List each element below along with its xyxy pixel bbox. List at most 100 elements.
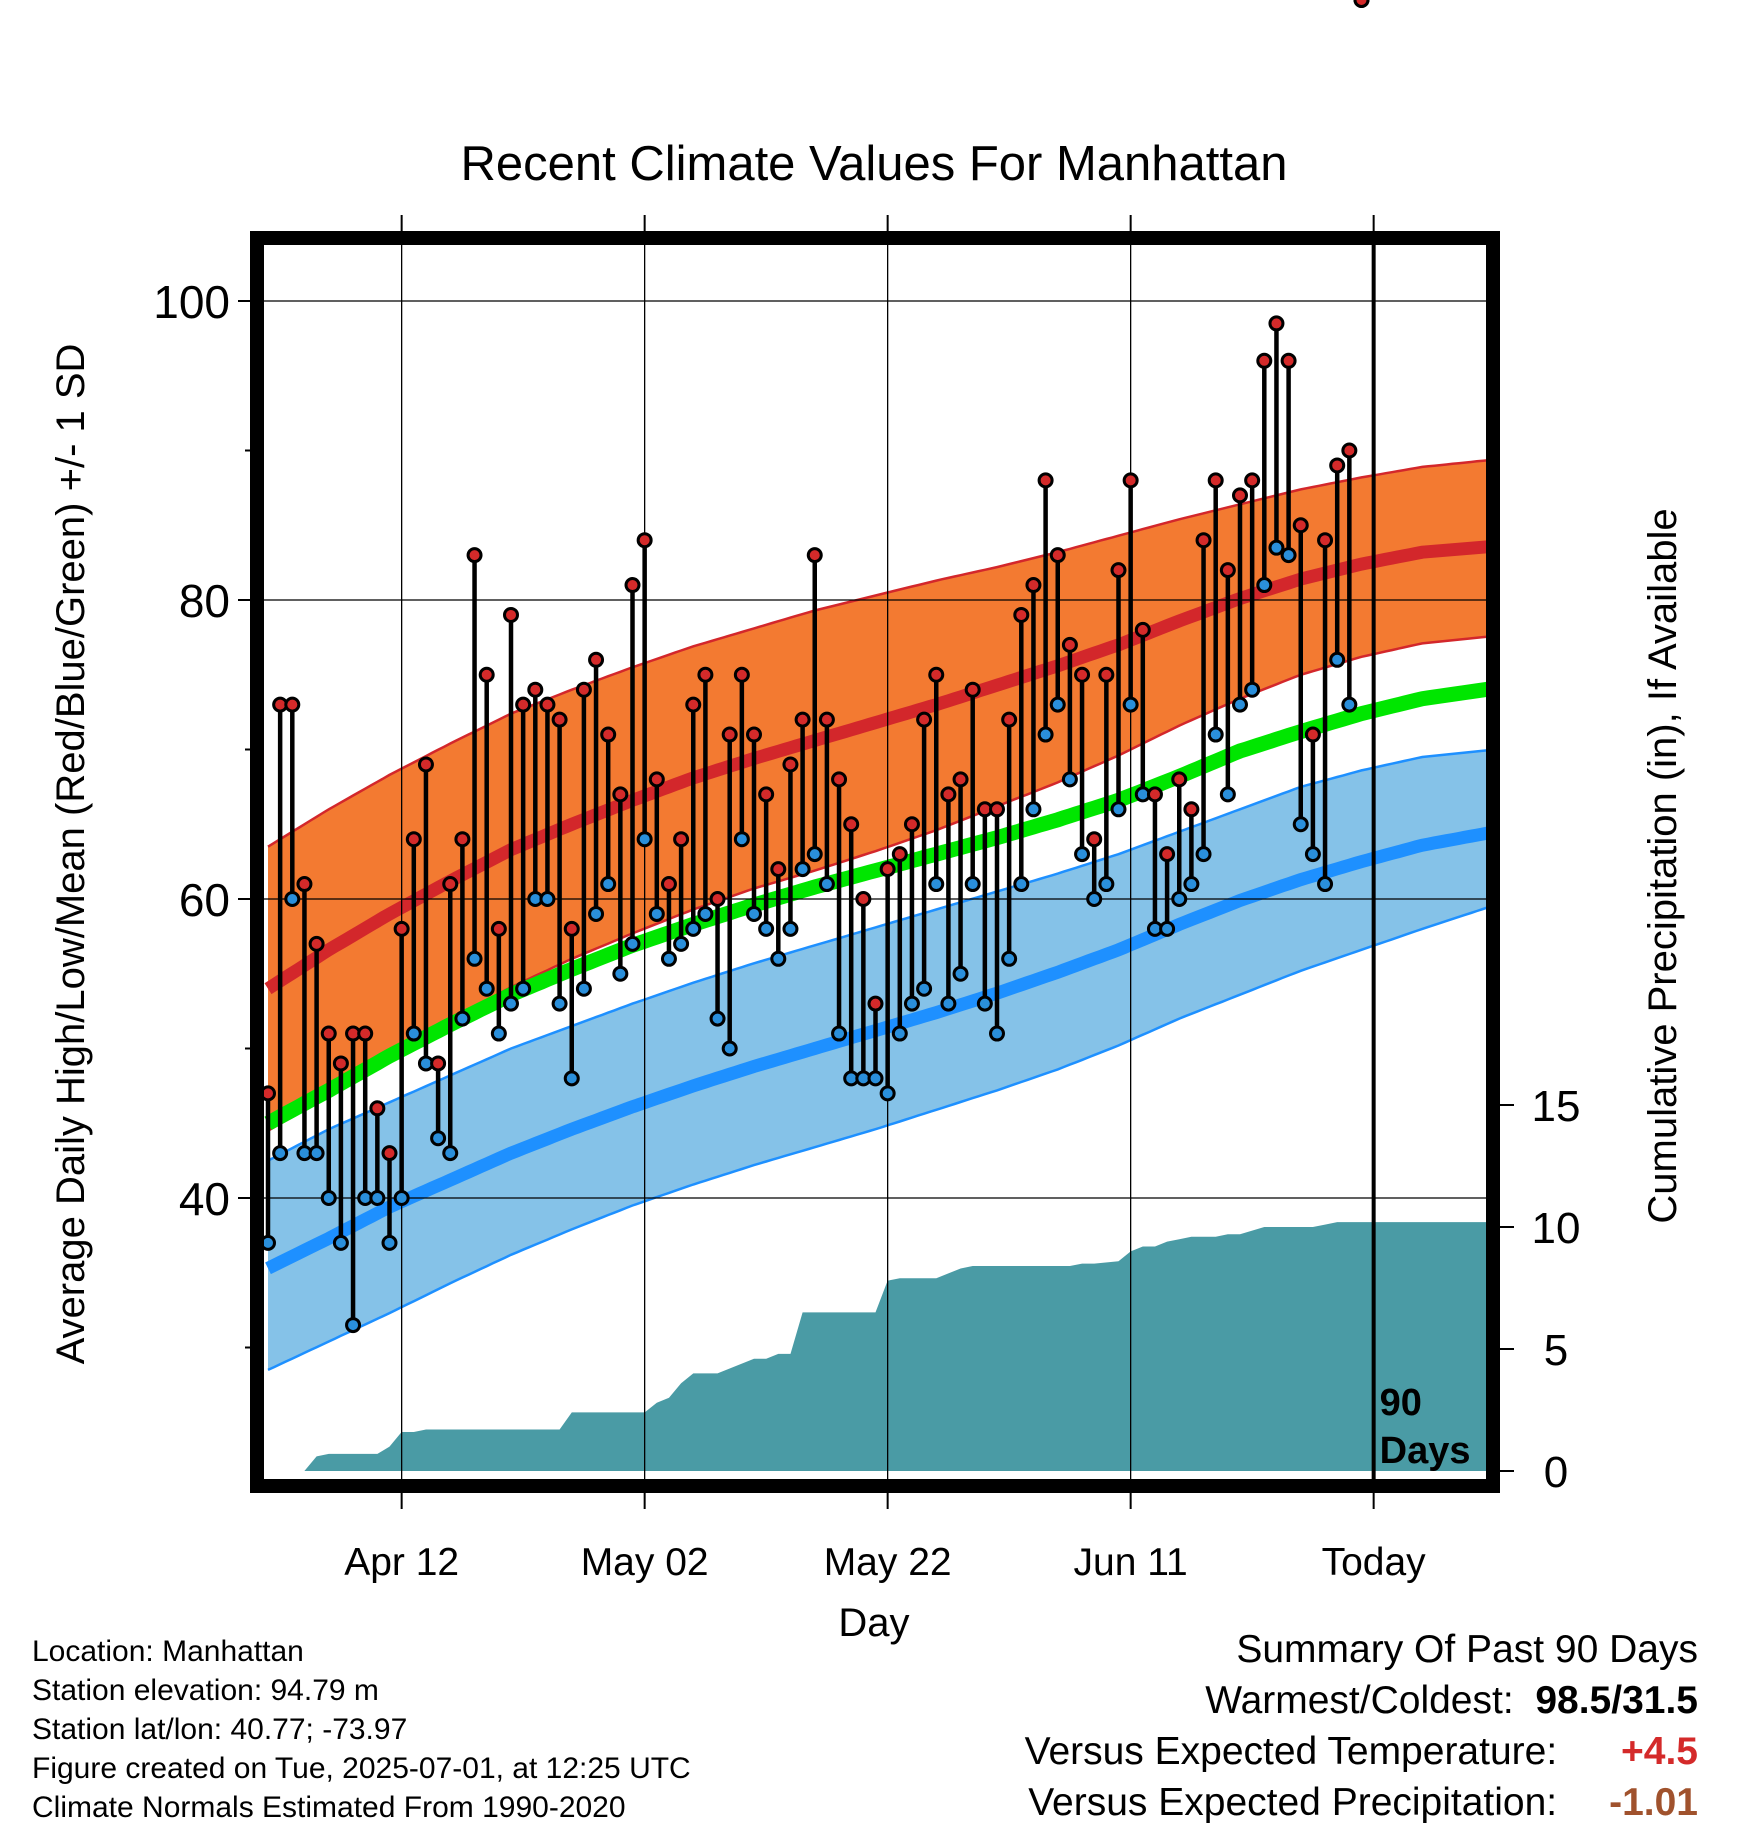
x-tick-label: Jun 11	[1074, 1541, 1188, 1584]
daily-low-point	[989, 1025, 1005, 1042]
daily-low-point	[1098, 876, 1115, 893]
daily-high-point	[1244, 472, 1261, 489]
daily-low-point	[940, 995, 957, 1012]
daily-high-point	[1256, 352, 1273, 369]
daily-low-point	[1317, 876, 1334, 893]
daily-high-point	[320, 1025, 337, 1042]
daily-low-point	[345, 1317, 362, 1334]
precip-departure-label: Versus Expected Precipitation:	[1028, 1781, 1558, 1824]
daily-low-point	[867, 1070, 884, 1087]
daily-high-point	[758, 786, 775, 803]
daily-low-point	[976, 995, 993, 1012]
daily-low-point	[916, 980, 933, 997]
daily-high-point	[989, 801, 1005, 818]
daily-low-point	[1061, 771, 1078, 788]
daily-low-point	[430, 1130, 447, 1147]
daily-low-point	[1122, 696, 1139, 713]
daily-high-point	[746, 726, 762, 743]
daily-high-point	[903, 816, 920, 833]
high-sd-band	[268, 460, 1488, 1131]
daily-low-point	[1183, 876, 1200, 893]
daily-low-point	[1244, 681, 1261, 698]
daily-low-point	[903, 995, 920, 1012]
daily-high-point	[928, 666, 945, 683]
daily-low-point	[818, 876, 835, 893]
daily-low-point	[588, 905, 605, 922]
daily-high-point	[782, 756, 799, 773]
daily-low-point	[1013, 876, 1030, 893]
warmest-coldest-label: Warmest/Coldest:	[1205, 1679, 1514, 1722]
daily-high-point	[624, 577, 641, 594]
daily-high-point	[855, 891, 872, 907]
daily-high-point	[1098, 666, 1115, 683]
y2-tick-label: 5	[1544, 1326, 1568, 1375]
plot-area: 40 60 80 100 0 5 10 15 Apr 12 May 02 May 22 Jun 11 T…	[153, 0, 1580, 1584]
daily-high-point	[709, 891, 726, 907]
location-text: Location: Manhattan	[32, 1635, 304, 1668]
daily-high-point	[952, 771, 969, 788]
daily-low-point	[673, 935, 690, 952]
daily-high-point	[673, 831, 690, 848]
daily-high-point	[381, 1145, 398, 1162]
daily-low-point	[1049, 696, 1066, 713]
daily-low-point	[782, 920, 799, 937]
daily-high-point	[357, 1025, 374, 1042]
daily-high-point	[1110, 562, 1127, 579]
daily-high-point	[539, 696, 556, 713]
daily-low-point	[1037, 726, 1054, 743]
daily-high-point	[454, 831, 471, 848]
daily-low-point	[928, 876, 945, 893]
daily-high-point	[417, 756, 434, 773]
daily-low-point	[1329, 651, 1346, 668]
elevation-text: Station elevation: 94.79 m	[32, 1674, 379, 1707]
daily-high-point	[1159, 846, 1176, 863]
normals-text: Climate Normals Estimated From 1990-2020	[32, 1791, 626, 1824]
daily-low-point	[952, 965, 969, 982]
daily-high-point	[1207, 472, 1224, 489]
daily-high-point	[1268, 315, 1285, 332]
daily-high-point	[600, 726, 617, 743]
daily-high-point	[308, 935, 325, 952]
daily-high-point	[563, 920, 580, 937]
daily-low-point	[660, 950, 677, 967]
daily-low-point	[733, 831, 750, 848]
plot-frame	[250, 231, 1500, 1493]
daily-low-point	[320, 1190, 337, 1206]
daily-high-point	[515, 696, 532, 713]
daily-low-point	[454, 1010, 471, 1027]
daily-low-point	[612, 965, 629, 982]
daily-low-point	[1025, 801, 1042, 818]
daily-high-point	[1086, 831, 1103, 848]
latlon-text: Station lat/lon: 40.77; -73.97	[32, 1713, 408, 1746]
daily-low-point	[1110, 801, 1127, 818]
daily-high-point	[794, 711, 811, 728]
daily-high-point	[1025, 577, 1042, 594]
daily-low-point	[794, 861, 811, 878]
daily-high-point	[1317, 532, 1334, 549]
y2-axis-label: Cumulative Precipitation (in), If Availa…	[1641, 508, 1685, 1223]
daily-low-point	[478, 980, 495, 997]
daily-low-point	[1256, 577, 1273, 594]
daily-low-point	[1304, 846, 1321, 863]
y-tick-label: 40	[179, 1173, 230, 1225]
daily-low-point	[624, 935, 641, 952]
daily-high-point	[503, 606, 519, 623]
daily-low-point	[648, 905, 665, 922]
daily-low-point	[721, 1040, 738, 1057]
daily-high-point	[478, 666, 495, 683]
y2-tick-label: 10	[1532, 1204, 1581, 1253]
daily-high-point	[770, 861, 787, 878]
daily-high-point	[940, 786, 957, 803]
warmest-coldest-value: 98.5/31.5	[1535, 1679, 1698, 1722]
y-tick-label: 100	[153, 276, 230, 328]
daily-low-point	[381, 1234, 398, 1251]
daily-low-point	[891, 1025, 908, 1042]
daily-low-point	[563, 1070, 580, 1087]
daily-high-point	[551, 711, 568, 728]
daily-high-point	[1134, 621, 1151, 638]
daily-high-point	[1061, 636, 1078, 653]
daily-low-point	[551, 995, 568, 1012]
y-axis-label: Average Daily High/Low/Mean (Red/Blue/Gr…	[49, 344, 93, 1365]
daily-high-point	[1049, 547, 1066, 564]
